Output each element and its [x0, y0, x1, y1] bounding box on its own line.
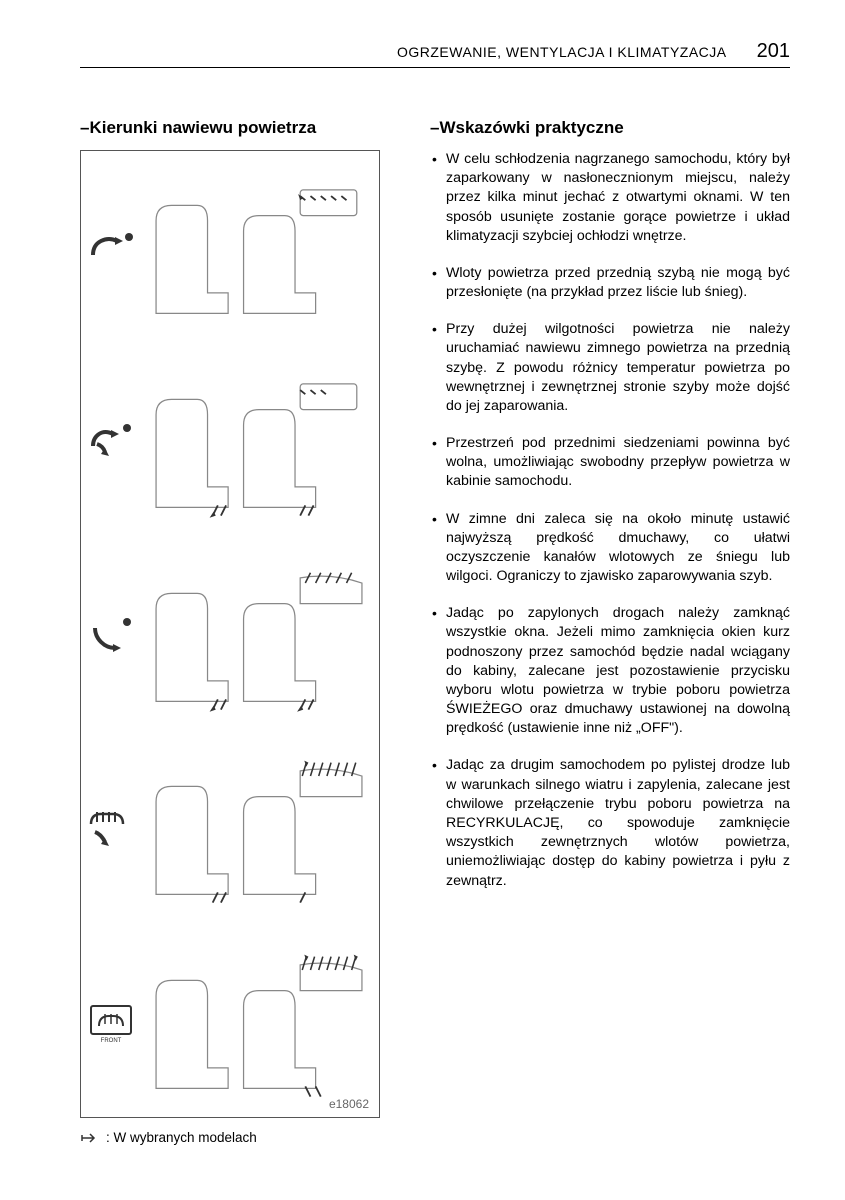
- footnote-text: : W wybranych modelach: [106, 1130, 257, 1145]
- seats-diagram: [145, 740, 373, 915]
- airflow-figure: FRONT e18062: [80, 150, 380, 1118]
- foot-vent-icon: [87, 610, 135, 658]
- diagram-row-face-foot: [87, 353, 373, 528]
- tips-list: W celu schłodzenia nagrzanego samochodu,…: [430, 150, 790, 891]
- page-number: 201: [757, 40, 790, 63]
- diagram-row-defrost-foot: [87, 740, 373, 915]
- left-column: –Kierunki nawiewu powietrza: [80, 118, 390, 1145]
- list-item: Jadąc za drugim samochodem po pylistej d…: [430, 756, 790, 890]
- left-heading: –Kierunki nawiewu powietrza: [80, 118, 390, 138]
- footnote: : W wybranych modelach: [80, 1130, 390, 1145]
- diagram-row-foot: [87, 547, 373, 722]
- right-column: –Wskazówki praktyczne W celu schłodzenia…: [430, 118, 790, 1145]
- section-title: OGRZEWANIE, WENTYLACJA I KLIMATYZACJA: [397, 44, 727, 60]
- seats-diagram: [145, 934, 373, 1109]
- content-columns: –Kierunki nawiewu powietrza: [80, 118, 790, 1145]
- list-item: Jadąc po zapylonych drogach należy zamkn…: [430, 604, 790, 738]
- list-item: Przy dużej wilgotności powietrza nie nal…: [430, 320, 790, 416]
- seats-diagram: [145, 159, 373, 334]
- defrost-foot-vent-icon: [87, 804, 135, 852]
- defrost-front-icon: FRONT: [87, 998, 135, 1046]
- face-foot-vent-icon: [87, 416, 135, 464]
- list-item: Przestrzeń pod przednimi siedzeniami pow…: [430, 434, 790, 492]
- face-vent-icon: [87, 223, 135, 271]
- list-item: Wloty powietrza przed przednią szybą nie…: [430, 264, 790, 302]
- page-header: OGRZEWANIE, WENTYLACJA I KLIMATYZACJA 20…: [80, 40, 790, 68]
- seats-diagram: [145, 547, 373, 722]
- footnote-arrow-icon: [80, 1132, 98, 1144]
- right-heading: –Wskazówki praktyczne: [430, 118, 790, 138]
- figure-number: e18062: [329, 1097, 369, 1111]
- svg-text:FRONT: FRONT: [101, 1038, 122, 1044]
- list-item: W celu schłodzenia nagrzanego samochodu,…: [430, 150, 790, 246]
- seats-diagram: [145, 353, 373, 528]
- diagram-row-defrost: FRONT: [87, 934, 373, 1109]
- diagram-row-face: [87, 159, 373, 334]
- list-item: W zimne dni zaleca się na około minutę u…: [430, 510, 790, 587]
